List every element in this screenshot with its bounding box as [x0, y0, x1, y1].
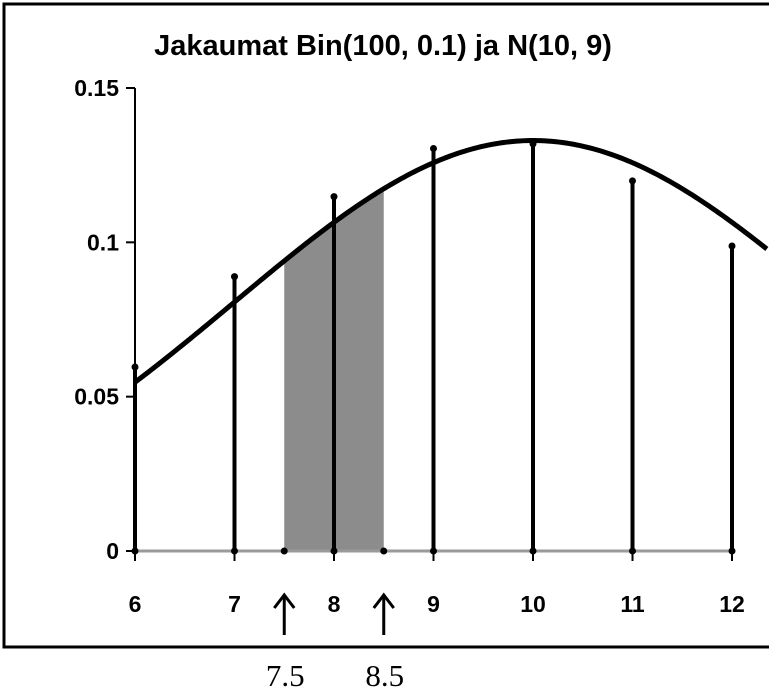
x-tick-label: 12 [719, 591, 745, 617]
interval-point [280, 547, 288, 555]
x-tick-label: 6 [129, 591, 142, 617]
normal-curve [133, 138, 769, 385]
stem-base-point [330, 547, 338, 555]
interval-marker-label: 8.5 [365, 658, 404, 693]
x-tick-label: 10 [520, 591, 546, 617]
arrow-head [372, 592, 395, 609]
arrow-head [273, 592, 296, 609]
stem-base-point [131, 547, 139, 555]
stem-base-point [728, 547, 736, 555]
stem-base-point [629, 547, 636, 555]
stem-top-point [430, 144, 437, 152]
stem-top-point [330, 193, 338, 201]
stem-top-point [131, 363, 139, 371]
y-tick-label: 0.1 [87, 229, 119, 255]
x-tick-label: 7 [228, 591, 241, 617]
stem-top-point [728, 242, 736, 250]
stem-base-point [430, 547, 437, 555]
y-tick-label: 0 [106, 538, 119, 564]
interval-marker-label: 7.5 [266, 658, 305, 693]
y-tick-label: 0.05 [74, 384, 119, 410]
stem-base-point [231, 547, 238, 555]
chart-title: Jakaumat Bin(100, 0.1) ja N(10, 9) [154, 30, 612, 62]
stem-top-point [231, 273, 238, 281]
stem-top-point [629, 177, 636, 185]
interval-point [380, 547, 388, 555]
stem-base-point [529, 547, 537, 555]
plot-area: 0 0.05 0.1 0.15 6 7 8 9 10 11 12 7.5 8.5 [74, 75, 769, 693]
y-tick-label: 0.15 [74, 75, 119, 101]
chart-frame [2, 2, 769, 649]
x-tick-label: 8 [328, 591, 341, 617]
x-tick-label: 11 [620, 591, 645, 617]
x-tick-label: 9 [427, 591, 440, 617]
